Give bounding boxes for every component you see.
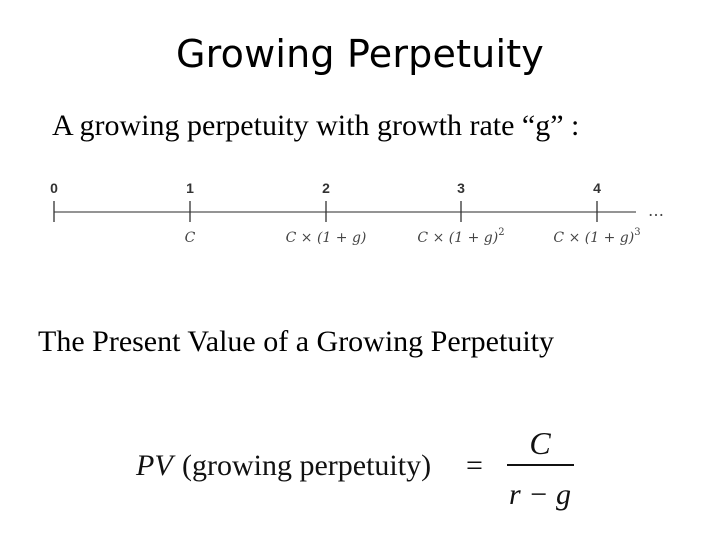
cash-flow-1-base: C (185, 230, 196, 246)
formula-equals: = (466, 449, 483, 482)
period-label-3: 3 (457, 180, 465, 196)
formula-denominator: r − g (509, 478, 571, 511)
period-label-4: 4 (593, 180, 601, 196)
intro-text: A growing perpetuity with growth rate “g… (52, 109, 580, 142)
cash-flow-3: C × (1 + g)2 (417, 227, 504, 246)
formula-pv: PV (135, 449, 176, 482)
period-label-0: 0 (50, 180, 58, 196)
timeline-ellipsis: … (648, 201, 664, 220)
period-label-1: 1 (186, 180, 194, 196)
cash-flow-4-base: C × (1 + g) (553, 230, 634, 246)
cash-flow-2-base: C × (1 + g) (286, 230, 367, 246)
period-label-2: 2 (322, 180, 330, 196)
formula-numerator: C (529, 425, 551, 461)
section-heading: The Present Value of a Growing Perpetuit… (38, 325, 554, 358)
cash-flow-4-exponent: 3 (634, 227, 640, 238)
cash-flow-3-base: C × (1 + g) (417, 230, 498, 246)
cash-flow-2: C × (1 + g) (286, 230, 367, 246)
formula-paren-text: (growing perpetuity) (182, 449, 431, 482)
slide-title: Growing Perpetuity (176, 32, 544, 76)
cash-flow-3-exponent: 2 (498, 227, 504, 238)
cash-flow-4: C × (1 + g)3 (553, 227, 640, 246)
cash-flow-1: C (185, 230, 196, 246)
